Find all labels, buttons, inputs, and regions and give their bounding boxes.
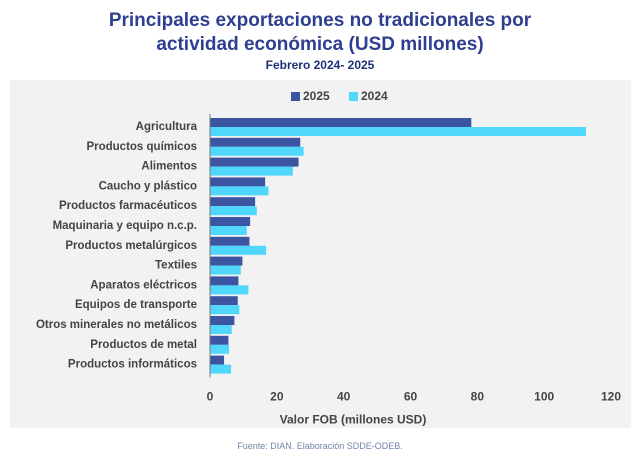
category-label: Aparatos eléctricos	[90, 279, 197, 291]
legend-swatch-2025	[291, 92, 300, 101]
category-label: Agricultura	[136, 121, 198, 133]
category-label: Productos metalúrgicos	[65, 240, 197, 252]
bar-2024	[210, 245, 267, 255]
bar-2025	[210, 256, 243, 266]
source-note: Fuente: DIAN. Elaboración SDDE-ODEB.	[237, 441, 403, 451]
x-tick-label: 120	[601, 389, 621, 403]
category-label: Textiles	[155, 260, 197, 272]
bar-2025	[210, 118, 472, 127]
bar-2025	[210, 335, 229, 345]
bar-2024	[210, 305, 240, 315]
bar-2025	[210, 276, 239, 286]
x-tick-label: 20	[270, 389, 284, 403]
bar-2024	[210, 146, 304, 156]
x-tick-label: 100	[534, 389, 554, 403]
category-label: Productos farmacéuticos	[59, 200, 197, 212]
bar-2025	[210, 316, 235, 325]
bar-2025	[210, 157, 299, 167]
bar-2024	[210, 206, 257, 216]
category-label: Alimentos	[141, 161, 197, 173]
bar-2024	[210, 325, 232, 334]
category-label: Productos de metal	[90, 339, 197, 351]
x-tick-label: 60	[404, 389, 418, 403]
bar-2025	[210, 177, 266, 187]
category-label: Otros minerales no metálicos	[36, 319, 197, 331]
category-label: Maquinaria y equipo n.c.p.	[53, 220, 197, 232]
category-label: Productos químicos	[86, 141, 197, 153]
legend-label-2025: 2025	[303, 89, 330, 103]
category-label: Caucho y plástico	[99, 180, 197, 192]
bar-2024	[210, 285, 249, 295]
bar-2024	[210, 127, 586, 136]
category-label: Equipos de transporte	[75, 299, 197, 311]
x-axis-title: Valor FOB (millones USD)	[280, 412, 427, 426]
x-tick-label: 80	[471, 389, 485, 403]
chart-title-line-1: Principales exportaciones no tradicional…	[108, 10, 532, 31]
bar-2024	[210, 166, 293, 176]
bar-2025	[210, 236, 250, 246]
chart-subtitle: Febrero 2024- 2025	[265, 58, 375, 72]
x-tick-label: 40	[337, 389, 351, 403]
legend-swatch-2024	[349, 92, 358, 101]
bar-2025	[210, 355, 225, 365]
bar-2025	[210, 197, 256, 207]
chart-plot-area: 2025 2024 Agricultura Productos químicos Ali…	[10, 80, 631, 428]
bar-2025	[210, 137, 301, 147]
bar-2024	[210, 344, 230, 354]
chart-title-line-2: actividad económica (USD millones)	[156, 34, 484, 55]
bar-2024	[210, 226, 247, 235]
bar-2025	[210, 296, 238, 306]
bar-chart: 2025 2024 Agricultura Productos químicos Ali…	[36, 89, 621, 426]
bar-2024	[210, 265, 241, 275]
bar-2024	[210, 364, 232, 374]
bar-2025	[210, 217, 251, 226]
x-tick-label: 0	[207, 389, 214, 403]
bar-2024	[210, 186, 269, 196]
category-label: Productos informáticos	[68, 359, 197, 371]
legend-label-2024: 2024	[361, 89, 388, 103]
